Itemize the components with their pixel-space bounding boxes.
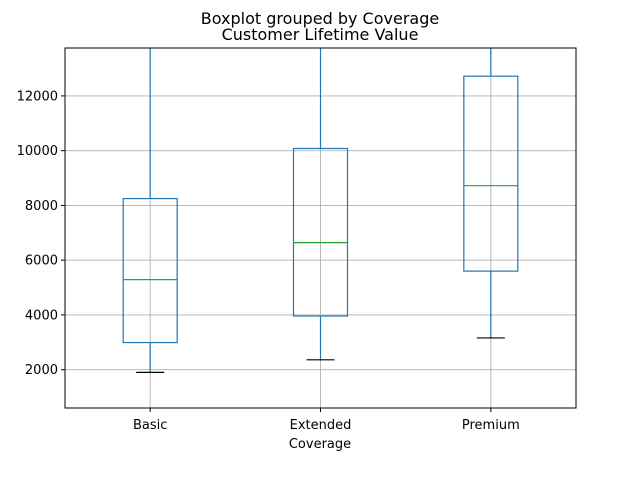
box-extended: [292, 48, 349, 361]
x-tick-label: Basic: [133, 418, 167, 433]
interquartile-box: [122, 197, 178, 344]
interquartile-box: [463, 75, 519, 272]
box-series: [122, 48, 519, 374]
axis-ticks: 2000 4000 6000 8000 10000 12000 Basic Extended P…: [17, 89, 520, 433]
interquartile-box: [292, 147, 349, 317]
box-basic: [122, 48, 178, 374]
y-tick-label: 4000: [25, 308, 58, 323]
y-tick-label: 10000: [17, 144, 58, 159]
x-tick-label: Extended: [290, 418, 352, 433]
chart-suptitle: Boxplot grouped by Coverage: [201, 9, 439, 28]
y-tick-label: 6000: [25, 254, 58, 269]
box-premium: [463, 48, 519, 339]
y-tick-label: 2000: [25, 363, 58, 378]
y-tick-label: 8000: [25, 199, 58, 214]
x-axis-label: Coverage: [289, 437, 351, 452]
y-tick-label: 12000: [17, 89, 58, 104]
chart-title: Customer Lifetime Value: [222, 25, 419, 44]
x-tick-label: Premium: [462, 418, 520, 433]
